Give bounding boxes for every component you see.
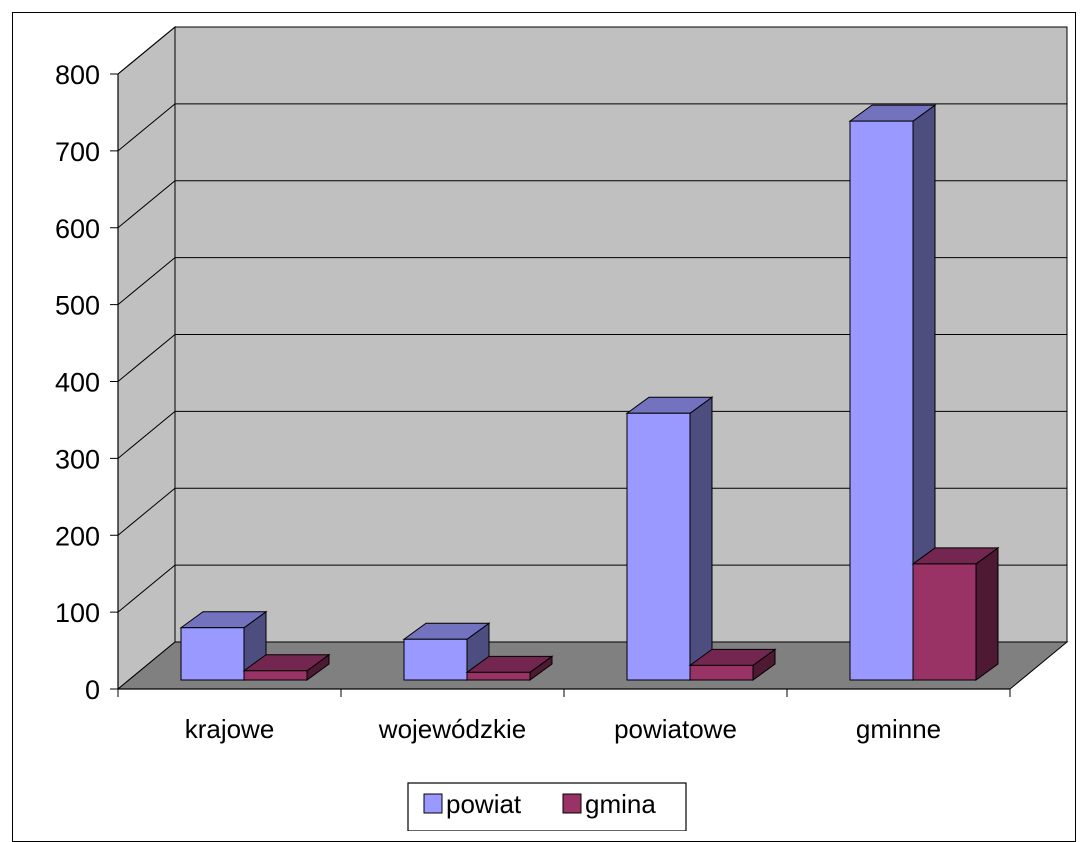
bar-powiat-wojewódzkie bbox=[402, 622, 491, 681]
legend-swatch-powiat bbox=[423, 793, 443, 814]
x-tick-label: powiatowe bbox=[614, 714, 737, 744]
bar-front bbox=[626, 412, 691, 681]
gridline bbox=[117, 257, 1067, 306]
x-axis-categories: krajowe wojewódzkie powiatowe gminne bbox=[117, 689, 1011, 744]
legend-swatch-gmina bbox=[562, 793, 582, 814]
bar-gmina-gminne bbox=[911, 546, 1000, 681]
bar-side bbox=[975, 546, 999, 681]
y-tick-label: 0 bbox=[85, 675, 100, 705]
bar-gmina-powiatowe bbox=[688, 648, 777, 681]
bar-front bbox=[689, 664, 754, 681]
legend: powiat gmina bbox=[407, 782, 687, 831]
gridline bbox=[117, 564, 1067, 613]
legend-box bbox=[407, 782, 687, 831]
y-axis-ticks: 0 100 200 300 400 500 600 700 800 bbox=[55, 60, 118, 705]
bar-front bbox=[243, 670, 308, 681]
bar-front bbox=[912, 563, 977, 681]
y-tick-label: 600 bbox=[55, 214, 100, 244]
gridline bbox=[117, 180, 1067, 229]
bar-gmina-krajowe bbox=[242, 653, 331, 681]
bar-side bbox=[689, 396, 713, 681]
bars bbox=[179, 104, 1000, 681]
y-tick-label: 100 bbox=[55, 598, 100, 628]
gridline bbox=[117, 487, 1067, 536]
legend-label-powiat: powiat bbox=[446, 789, 522, 819]
legend-label-gmina: gmina bbox=[585, 789, 656, 819]
y-tick-label: 300 bbox=[55, 444, 100, 474]
gridline bbox=[117, 103, 1067, 152]
y-tick-label: 800 bbox=[55, 60, 100, 90]
gridline bbox=[117, 410, 1067, 459]
x-tick-label: gminne bbox=[856, 714, 941, 744]
y-tick-label: 400 bbox=[55, 368, 100, 398]
y-tick-label: 200 bbox=[55, 521, 100, 551]
gridline bbox=[117, 334, 1067, 382]
bar-front bbox=[180, 627, 245, 681]
x-tick-label: wojewódzkie bbox=[378, 714, 526, 744]
y-tick-label: 700 bbox=[55, 137, 100, 167]
gridlines bbox=[117, 26, 1067, 613]
y-tick-label: 500 bbox=[55, 291, 100, 321]
bar-front bbox=[849, 120, 914, 681]
x-tick-label: krajowe bbox=[185, 714, 275, 744]
bar-gmina-wojewódzkie bbox=[465, 655, 554, 681]
bar-front bbox=[466, 671, 531, 681]
bar-powiat-gminne bbox=[848, 104, 937, 681]
gridline bbox=[117, 26, 1067, 75]
bar-powiat-powiatowe bbox=[625, 396, 714, 681]
bar-front bbox=[403, 638, 468, 681]
